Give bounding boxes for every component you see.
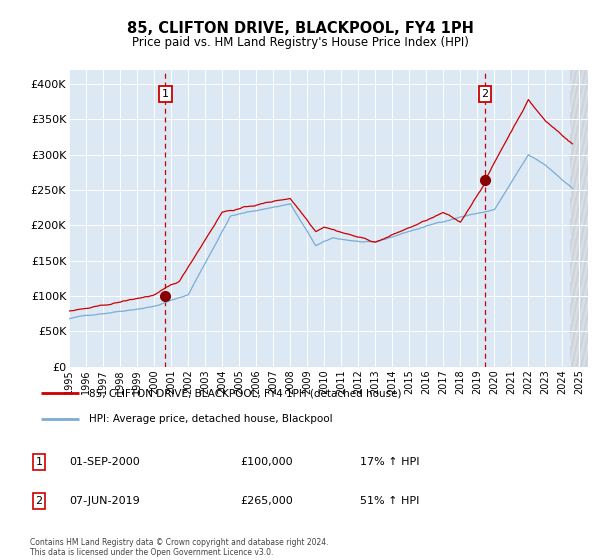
Text: 2: 2: [35, 496, 43, 506]
Text: 07-JUN-2019: 07-JUN-2019: [69, 496, 140, 506]
Text: 51% ↑ HPI: 51% ↑ HPI: [360, 496, 419, 506]
Text: 85, CLIFTON DRIVE, BLACKPOOL, FY4 1PH (detached house): 85, CLIFTON DRIVE, BLACKPOOL, FY4 1PH (d…: [89, 388, 402, 398]
Text: 01-SEP-2000: 01-SEP-2000: [69, 457, 140, 467]
Text: HPI: Average price, detached house, Blackpool: HPI: Average price, detached house, Blac…: [89, 414, 333, 424]
Text: 1: 1: [35, 457, 43, 467]
Text: Price paid vs. HM Land Registry's House Price Index (HPI): Price paid vs. HM Land Registry's House …: [131, 36, 469, 49]
Bar: [570, 70, 588, 367]
Text: 85, CLIFTON DRIVE, BLACKPOOL, FY4 1PH: 85, CLIFTON DRIVE, BLACKPOOL, FY4 1PH: [127, 21, 473, 36]
Text: 2: 2: [481, 88, 488, 99]
Text: 1: 1: [162, 88, 169, 99]
Text: Contains HM Land Registry data © Crown copyright and database right 2024.
This d: Contains HM Land Registry data © Crown c…: [30, 538, 329, 557]
Text: 17% ↑ HPI: 17% ↑ HPI: [360, 457, 419, 467]
Text: £265,000: £265,000: [240, 496, 293, 506]
Text: £100,000: £100,000: [240, 457, 293, 467]
